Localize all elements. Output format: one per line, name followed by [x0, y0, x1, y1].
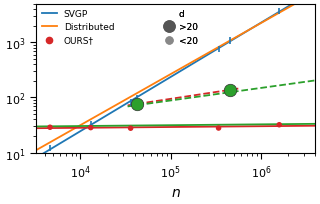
Point [228, 89, 233, 92]
Point [128, 127, 133, 130]
Point [88, 126, 93, 130]
Point [134, 103, 139, 106]
Point [134, 103, 139, 106]
Point [228, 89, 233, 92]
Legend: >20, <20: >20, <20 [161, 6, 202, 49]
Point [47, 126, 52, 129]
Point [277, 123, 282, 127]
Point [216, 127, 221, 130]
X-axis label: n: n [171, 185, 180, 199]
